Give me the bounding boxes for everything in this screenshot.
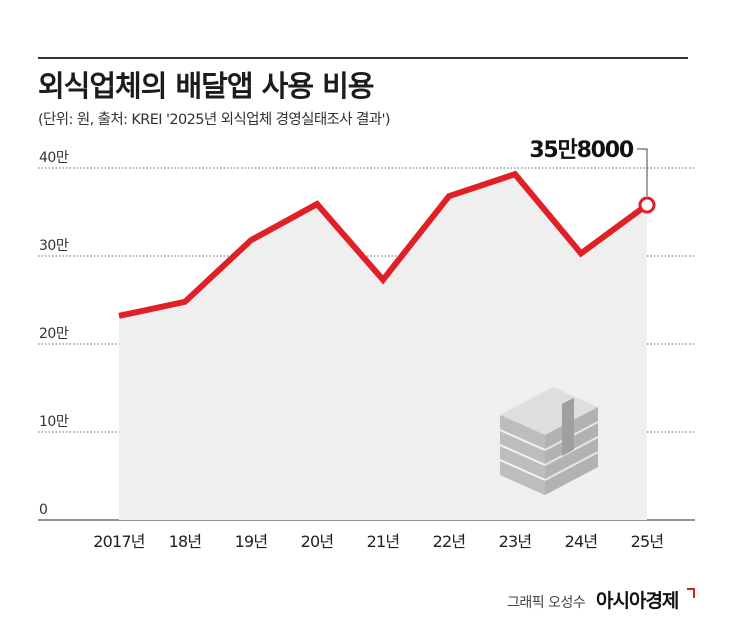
title-rule bbox=[38, 57, 688, 59]
x-tick-label: 18년 bbox=[169, 532, 202, 551]
page-subtitle: (단위: 원, 출처: KREI '2025년 외식업체 경영실태조사 결과') bbox=[38, 112, 391, 128]
y-tick-label: 0 bbox=[39, 502, 47, 518]
x-tick-label: 19년 bbox=[235, 532, 268, 551]
x-tick-label: 23년 bbox=[499, 532, 532, 551]
graphic-credit: 그래픽 오성수 bbox=[507, 595, 586, 611]
series-line bbox=[118, 170, 649, 319]
x-tick-label: 25년 bbox=[631, 532, 664, 551]
annotation-label: 35만8000 bbox=[529, 138, 634, 163]
x-tick-label: 20년 bbox=[301, 532, 334, 551]
x-tick-label: 24년 bbox=[565, 532, 598, 551]
y-tick-label: 30만 bbox=[39, 238, 69, 254]
brand-logo: 아시아경제 bbox=[596, 590, 679, 612]
y-tick-label: 20만 bbox=[39, 326, 69, 342]
annotation-layer: 35만8000 bbox=[529, 138, 656, 214]
page-title: 외식업체의 배달앱 사용 비용 bbox=[38, 69, 374, 103]
axis-labels: 0 10만 20만 30만 40만 2017년 18년 19년 20년 21년 22년 23년 24년 2… bbox=[39, 150, 664, 551]
x-tick-label: 2017년 bbox=[93, 532, 145, 551]
x-tick-label: 22년 bbox=[433, 532, 466, 551]
y-tick-label: 40만 bbox=[39, 150, 69, 166]
brand-mark-icon bbox=[687, 588, 695, 598]
y-tick-label: 10만 bbox=[39, 414, 69, 430]
money-stack-icon bbox=[499, 387, 599, 495]
x-tick-label: 21년 bbox=[367, 532, 400, 551]
annotation-leader-line bbox=[637, 148, 648, 196]
data-point-marker bbox=[638, 196, 656, 214]
